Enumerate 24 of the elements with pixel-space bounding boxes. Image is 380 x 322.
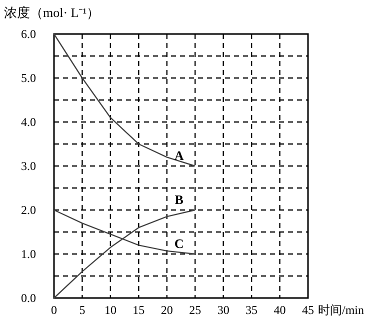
line-series xyxy=(53,33,196,167)
series-label: A xyxy=(174,148,184,163)
x-tick-label: 10 xyxy=(104,303,116,317)
x-tick-label: 0 xyxy=(51,303,57,317)
y-tick-label: 0.0 xyxy=(21,291,36,305)
y-tick-label: 5.0 xyxy=(21,71,36,85)
y-tick-label: 4.0 xyxy=(21,115,36,129)
x-tick-label: 5 xyxy=(79,303,86,317)
x-tick-label: 35 xyxy=(246,303,258,317)
series-label: C xyxy=(174,236,184,251)
y-tick-label: 6.0 xyxy=(21,27,36,41)
x-tick-label: 15 xyxy=(132,303,145,317)
y-tick-label: 2.0 xyxy=(21,203,36,217)
y-tick-label: 3.0 xyxy=(21,159,36,173)
x-tick-label: 45 xyxy=(302,303,314,317)
y-axis-title: 浓度（mol· L⁻¹） xyxy=(4,5,100,20)
x-axis-title: 时间/min xyxy=(318,303,364,317)
x-tick-label: 30 xyxy=(217,303,230,317)
y-tick-label: 1.0 xyxy=(21,247,36,261)
x-tick-label: 20 xyxy=(160,303,173,317)
x-tick-label: 40 xyxy=(274,303,286,317)
series-label: B xyxy=(174,192,184,207)
x-tick-label: 25 xyxy=(189,303,202,317)
line-series xyxy=(53,209,196,299)
